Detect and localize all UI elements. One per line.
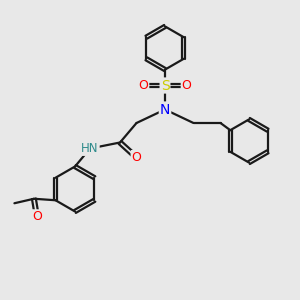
Text: S: S bbox=[160, 79, 169, 92]
Text: O: O bbox=[182, 79, 191, 92]
Text: O: O bbox=[132, 151, 141, 164]
Text: O: O bbox=[32, 210, 42, 223]
Text: HN: HN bbox=[81, 142, 99, 155]
Text: N: N bbox=[160, 103, 170, 116]
Text: O: O bbox=[139, 79, 148, 92]
